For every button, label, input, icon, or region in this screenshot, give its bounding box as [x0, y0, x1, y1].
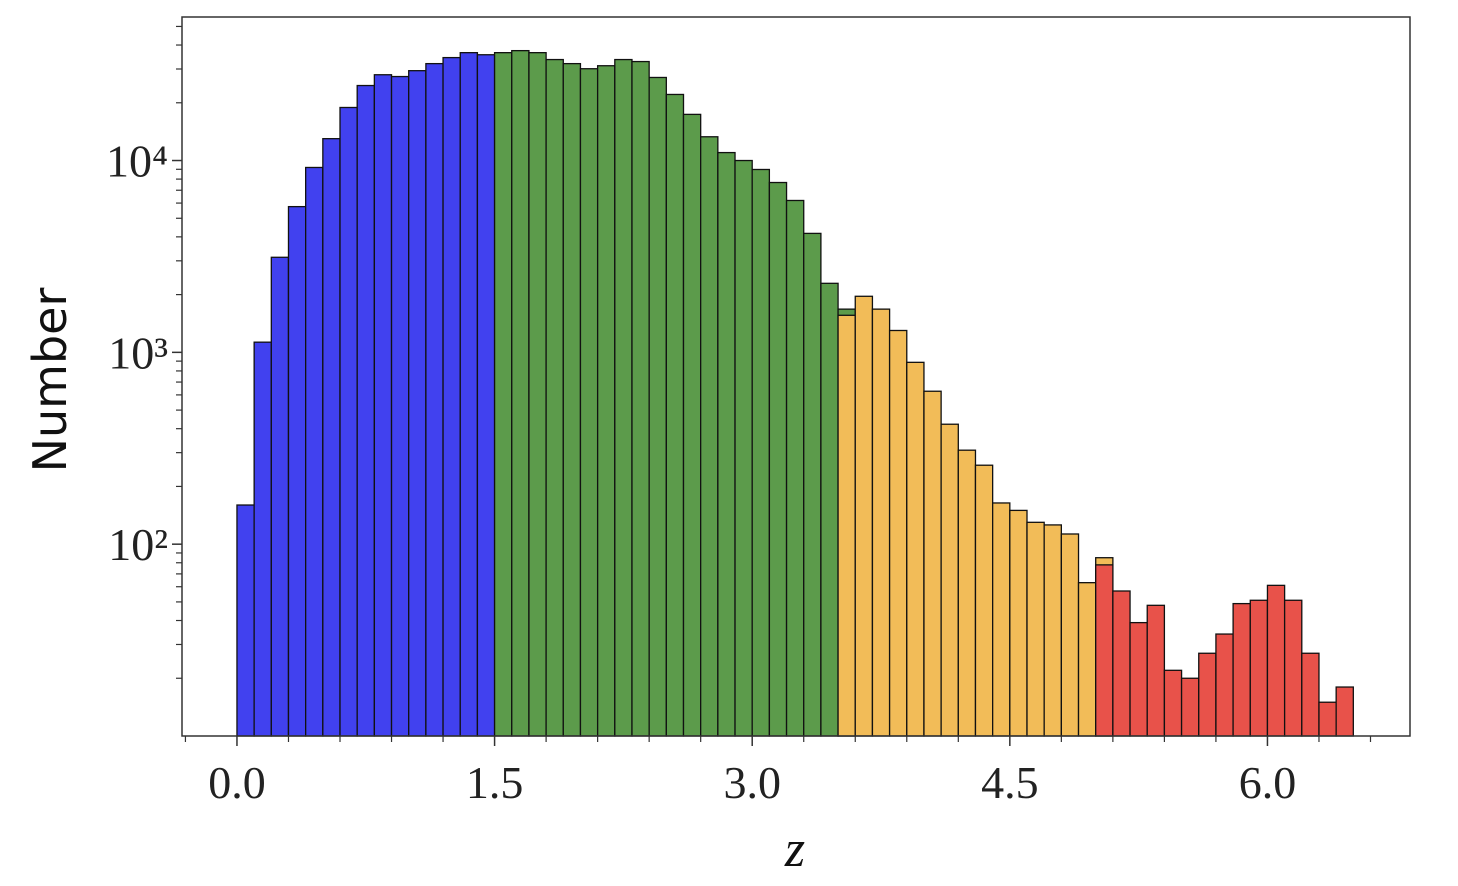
histogram-bar — [408, 70, 427, 737]
histogram-bar — [528, 52, 547, 737]
histogram-bar — [305, 166, 324, 737]
histogram-bar — [837, 314, 856, 737]
histogram-bar — [1249, 599, 1269, 737]
histogram-bar — [425, 62, 444, 737]
histogram-bar — [700, 136, 719, 737]
histogram-bar — [1077, 582, 1097, 737]
histogram-bar — [940, 423, 959, 737]
y-axis-label: Number — [23, 288, 77, 473]
y-tick-label: 10⁴ — [106, 136, 168, 187]
histogram-bar — [665, 93, 685, 737]
histogram-bar — [442, 56, 461, 737]
histogram-bar — [768, 181, 788, 737]
x-tick-label: 3.0 — [723, 757, 781, 808]
histogram-bar — [1318, 701, 1337, 737]
histogram-bar — [992, 502, 1011, 737]
histogram-bar — [1283, 599, 1303, 737]
histogram-bar — [511, 49, 530, 737]
histogram-bar — [1095, 564, 1114, 737]
x-tick-label: 6.0 — [1239, 757, 1297, 808]
histogram-bar — [734, 159, 753, 737]
histogram-bar — [596, 65, 616, 737]
x-tick-label: 4.5 — [981, 757, 1039, 808]
histogram-bar — [1026, 521, 1045, 737]
histogram-bar — [1266, 584, 1286, 737]
histogram-bar — [253, 341, 272, 737]
histogram-bar — [1060, 533, 1080, 737]
histogram-bar — [717, 151, 736, 737]
histogram-bar — [803, 232, 822, 737]
histogram-bar — [785, 199, 805, 737]
histogram-bar — [1112, 590, 1131, 737]
histogram-bar — [390, 75, 410, 737]
histogram-bar — [1215, 633, 1234, 737]
histogram-bar — [1146, 604, 1166, 737]
histogram-bar — [1232, 602, 1251, 737]
histogram-bar — [236, 504, 255, 737]
histogram-bar — [1163, 669, 1183, 737]
x-tick-label: 1.5 — [466, 757, 524, 808]
histogram-bar — [682, 113, 702, 737]
histogram-bar — [1009, 509, 1028, 737]
histogram-bar — [1198, 652, 1217, 737]
histogram-bar — [974, 464, 994, 737]
histogram-bar — [562, 62, 582, 737]
histogram-bar — [1335, 686, 1354, 737]
histogram-bar — [648, 76, 667, 737]
histogram-bar — [356, 84, 376, 737]
histogram-bar — [270, 256, 290, 737]
histogram-bar — [1180, 677, 1200, 737]
histogram-bar — [1129, 621, 1148, 737]
histogram-bar — [957, 449, 977, 737]
histogram-bar — [854, 295, 874, 737]
histogram-bar — [579, 68, 599, 737]
y-tick-label: 10³ — [108, 327, 168, 378]
x-tick-label: 0.0 — [208, 757, 266, 808]
histogram-bar — [923, 390, 942, 737]
histogram-bar — [339, 106, 358, 737]
histogram-bar — [906, 361, 925, 737]
histogram-bar — [373, 74, 393, 737]
histogram-bar — [545, 58, 564, 737]
histogram-bar — [820, 282, 839, 737]
histogram-bar — [322, 138, 341, 737]
histogram-bar — [871, 308, 891, 737]
y-tick-label: 10² — [108, 519, 168, 570]
histogram-bar — [1301, 652, 1320, 737]
histogram-bar — [614, 58, 633, 737]
histogram-bar — [888, 329, 908, 737]
histogram-bar — [476, 54, 496, 737]
x-axis-label: z — [784, 821, 805, 878]
histogram-bar — [493, 52, 513, 737]
histogram-bar — [287, 205, 307, 737]
histogram-bar — [751, 168, 771, 737]
plot-frame — [181, 16, 1411, 737]
histogram-bar — [1043, 524, 1063, 737]
histogram-bar — [459, 52, 479, 737]
histogram-bar — [631, 60, 650, 737]
